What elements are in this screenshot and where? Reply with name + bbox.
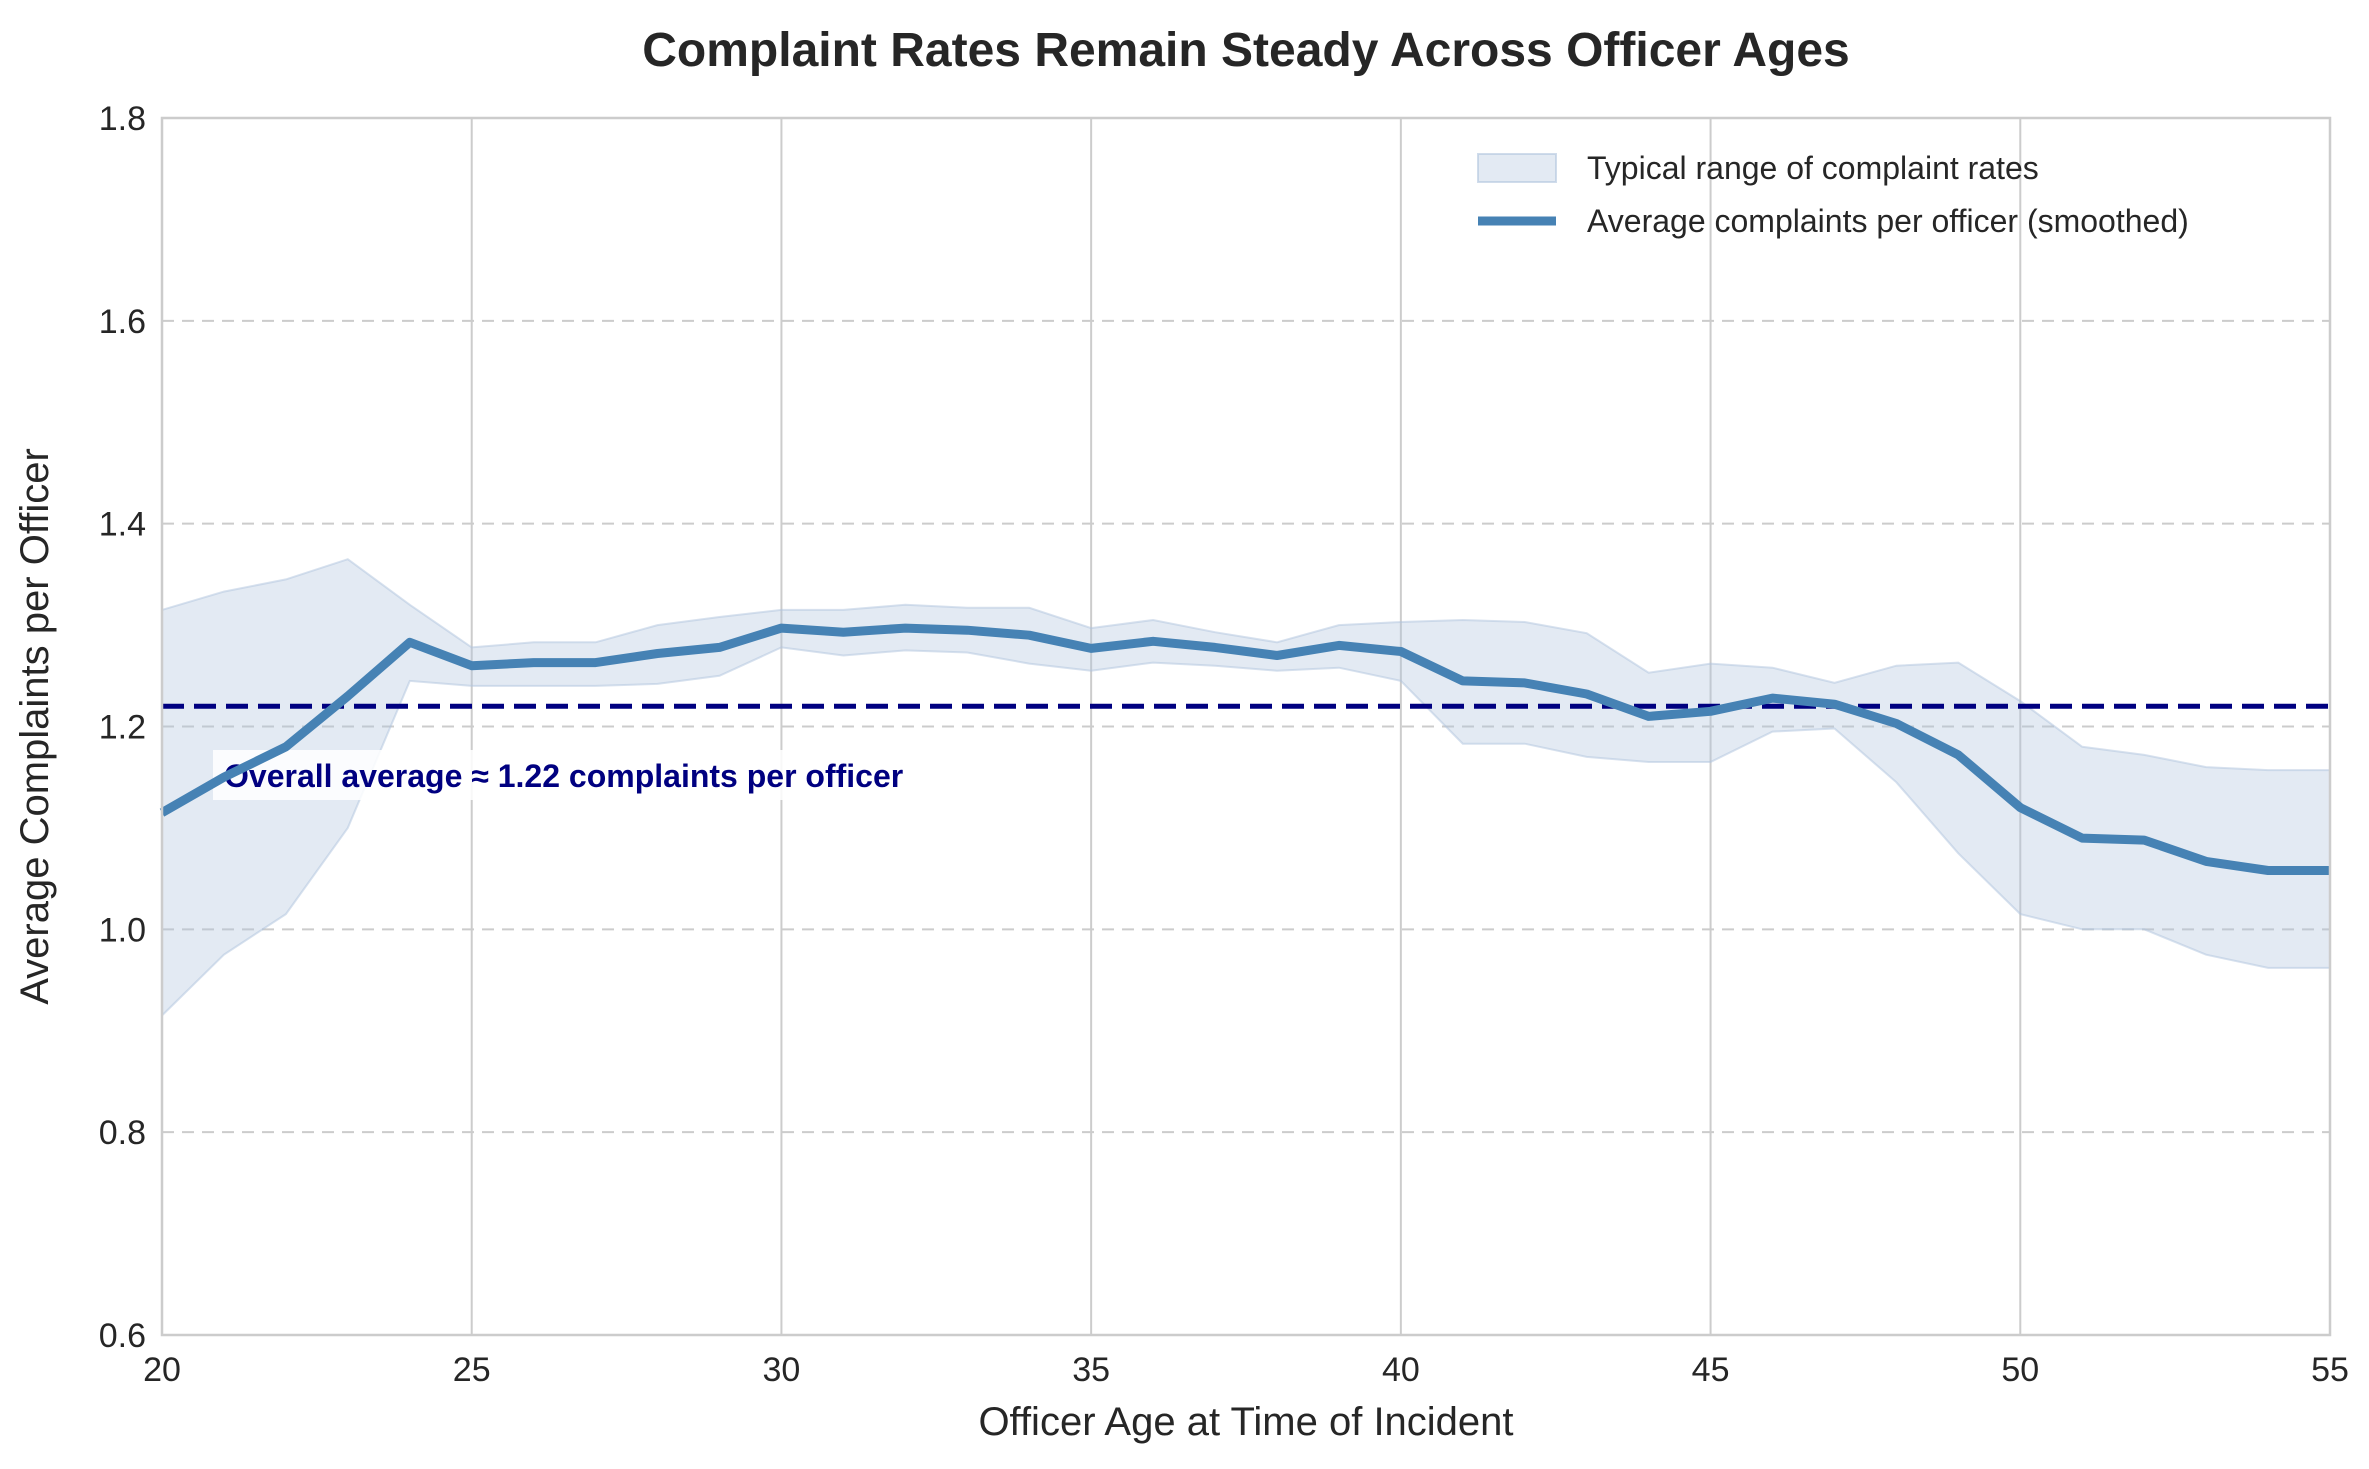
y-tick-label: 0.6	[99, 1317, 146, 1355]
y-tick-label: 1.8	[99, 100, 146, 138]
annotation-background	[213, 750, 1025, 800]
x-tick-label: 50	[2001, 1351, 2039, 1389]
chart-title: Complaint Rates Remain Steady Across Off…	[642, 24, 1849, 77]
x-axis-label: Officer Age at Time of Incident	[978, 1400, 1513, 1444]
plot-frame	[160, 116, 2332, 1337]
x-tick-label: 35	[1072, 1351, 1110, 1389]
x-tick-label: 55	[2311, 1351, 2349, 1389]
y-axis-label: Average Complaints per Officer	[13, 448, 57, 1005]
y-tick-label: 1.4	[99, 506, 146, 544]
legend: Typical range of complaint rates Average…	[1477, 150, 2189, 239]
series-layer	[159, 623, 2330, 875]
y-tick-label: 0.8	[99, 1114, 146, 1152]
x-tick-label: 30	[763, 1351, 801, 1389]
y-tick-label: 1.2	[99, 709, 146, 747]
overall-average-annotation: Overall average ≈ 1.22 complaints per of…	[224, 758, 903, 794]
y-tick-label: 1.0	[99, 911, 146, 949]
x-tick-label: 40	[1382, 1351, 1420, 1389]
x-tick-label: 25	[453, 1351, 491, 1389]
y-tick-label: 1.6	[99, 303, 146, 341]
legend-band-swatch	[1477, 153, 1557, 183]
x-tick-label: 45	[1692, 1351, 1730, 1389]
legend-line-label: Average complaints per officer (smoothed…	[1587, 203, 2189, 239]
reference-layer: Overall average ≈ 1.22 complaints per of…	[162, 703, 2330, 800]
x-tick-label: 20	[143, 1351, 181, 1389]
legend-band-label: Typical range of complaint rates	[1587, 150, 2039, 186]
average-complaints-line	[159, 623, 2330, 875]
tick-labels: 20 25 30 35 40 45 50 55 0.6 0.8 1.0 1.2 1.4 1.6 1.8	[99, 100, 2349, 1389]
